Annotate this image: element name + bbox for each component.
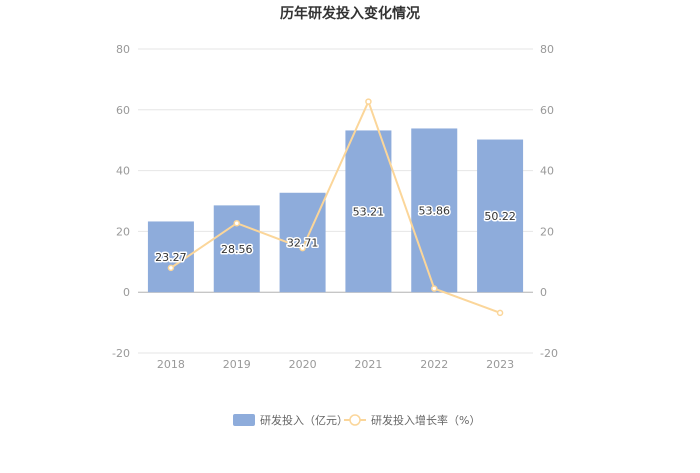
left-tick-label: 0 [123, 286, 130, 299]
x-axis: 2018 2019 2020 2021 2022 2023 [157, 358, 514, 371]
left-tick-label: -20 [112, 347, 130, 360]
grid-lines [138, 48, 533, 354]
left-tick-label: 80 [116, 43, 130, 56]
data-labels: 23.27 28.56 32.71 53.21 53.86 50.22 [154, 203, 518, 265]
legend: 研发投入（亿元） 研发投入增长率（%） [233, 413, 480, 427]
right-tick-label: 40 [540, 165, 554, 178]
legend-bar-swatch[interactable] [233, 414, 255, 426]
bar[interactable] [345, 130, 392, 293]
left-tick-label: 40 [116, 165, 130, 178]
growth-point[interactable] [299, 244, 306, 252]
growth-point[interactable] [233, 219, 240, 227]
bar-data-label: 28.56 [221, 243, 253, 256]
growth-point[interactable] [496, 309, 504, 317]
x-tick-label: 2020 [289, 358, 317, 371]
bar-data-label: 53.86 [419, 204, 451, 217]
x-tick-label: 2023 [486, 358, 514, 371]
x-tick-label: 2019 [223, 358, 251, 371]
bar[interactable] [411, 128, 458, 293]
x-tick-label: 2018 [157, 358, 185, 371]
growth-point[interactable] [431, 285, 438, 292]
bar-data-label: 50.22 [484, 210, 516, 223]
bar-data-label: 32.71 [287, 236, 319, 249]
legend-line-label: 研发投入增长率（%） [371, 413, 480, 427]
right-tick-label: 20 [540, 225, 554, 238]
bar[interactable] [477, 139, 524, 293]
bar-data-label: 23.27 [155, 251, 187, 264]
right-tick-label: 0 [540, 286, 547, 299]
bar-series [147, 128, 524, 293]
growth-point[interactable] [167, 264, 175, 272]
line-series [167, 98, 504, 317]
bar-data-label: 53.21 [353, 205, 385, 218]
right-tick-label: 60 [540, 104, 554, 117]
left-axis: -20 0 20 40 60 80 [112, 43, 130, 360]
chart-title: 历年研发投入变化情况 [280, 5, 420, 22]
legend-bar-label: 研发投入（亿元） [260, 413, 348, 427]
x-tick-label: 2022 [420, 358, 448, 371]
right-axis: -20 0 20 40 60 80 [540, 43, 558, 360]
bar[interactable] [213, 205, 260, 293]
legend-line-marker [349, 414, 361, 426]
right-tick-label: -20 [540, 347, 558, 360]
right-tick-label: 80 [540, 43, 554, 56]
x-tick-label: 2021 [354, 358, 382, 371]
left-tick-label: 20 [116, 225, 130, 238]
left-tick-label: 60 [116, 104, 130, 117]
growth-point[interactable] [365, 98, 372, 105]
growth-line [170, 98, 501, 314]
